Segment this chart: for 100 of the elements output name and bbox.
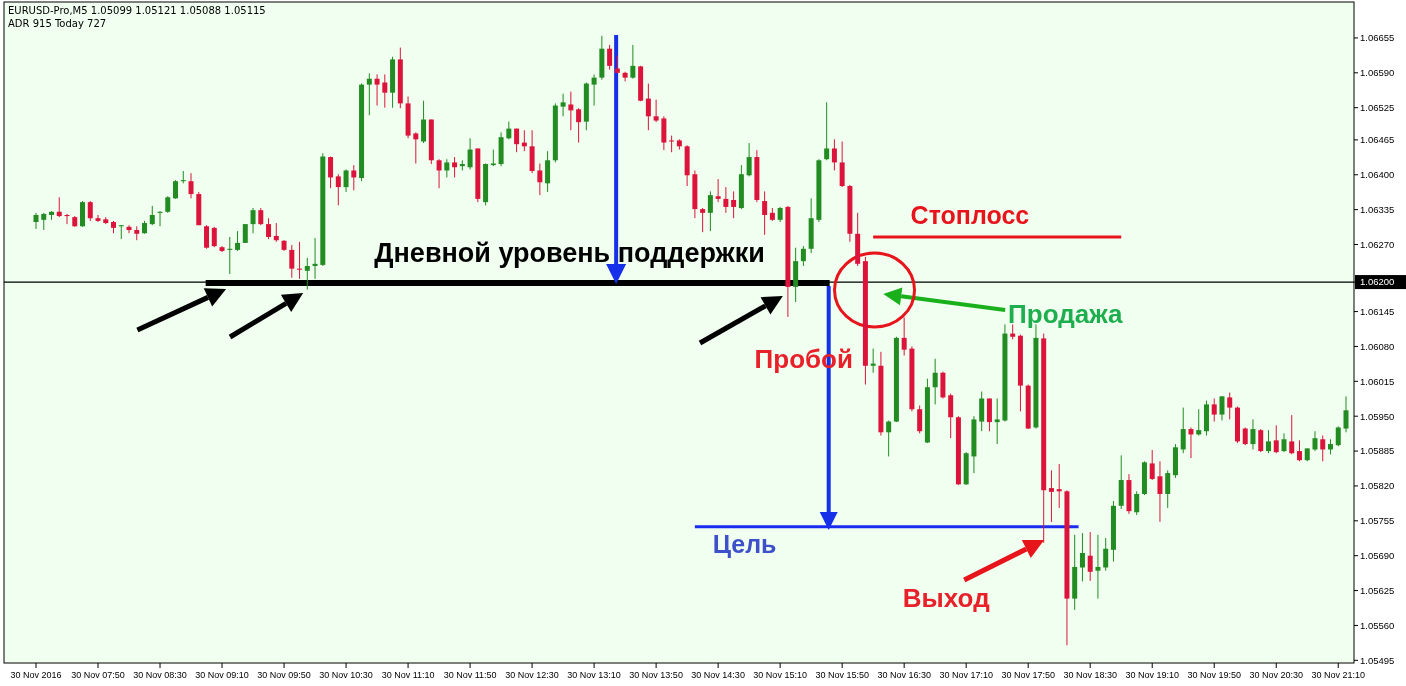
candlestick (917, 404, 923, 434)
candlestick (33, 212, 39, 230)
candlestick (1343, 395, 1349, 433)
candlestick (266, 217, 272, 240)
candlestick (335, 173, 341, 206)
y-tick-label: 1.06465 (1360, 134, 1395, 146)
x-tick-label: 30 Nov 08:30 (133, 670, 187, 680)
candlestick (731, 190, 737, 219)
annotation: Продажа (1008, 299, 1123, 329)
candlestick (824, 101, 830, 161)
candlestick (645, 83, 651, 131)
candlestick (986, 397, 992, 432)
candlestick (1265, 429, 1271, 454)
candlestick (1056, 463, 1062, 509)
x-tick-label: 30 Nov 15:10 (753, 670, 807, 680)
candlestick (901, 316, 907, 357)
candlestick (444, 158, 450, 178)
x-tick-label: 30 Nov 10:30 (319, 670, 373, 680)
candlestick (762, 190, 768, 236)
candlestick (1079, 532, 1085, 582)
y-tick-label: 1.05950 (1360, 410, 1395, 422)
candlestick (1296, 439, 1302, 462)
candlestick (1048, 469, 1054, 523)
candlestick (723, 186, 729, 214)
y-tick-label: 1.05755 (1360, 515, 1395, 527)
candlestick (64, 213, 70, 225)
x-tick-label: 30 Nov 15:50 (815, 670, 869, 680)
y-tick-label: 1.06400 (1360, 169, 1395, 181)
candlestick (1258, 428, 1264, 453)
candlestick (297, 241, 303, 280)
candlestick (607, 44, 613, 71)
candlestick (653, 99, 659, 123)
candlestick (382, 73, 388, 109)
x-tick-label: 30 Nov 19:50 (1187, 670, 1241, 680)
candlestick (1211, 397, 1217, 423)
candlestick (932, 358, 938, 405)
candlestick (1219, 395, 1225, 421)
candlestick (1095, 534, 1101, 600)
y-tick-label: 1.05820 (1360, 480, 1395, 492)
x-tick-label: 30 Nov 16:30 (877, 670, 931, 680)
candlestick (979, 391, 985, 432)
candlestick (1227, 392, 1233, 420)
ref-line-label: Стоплосс (910, 201, 1030, 229)
text: ADR 915 Today 727 (8, 18, 107, 29)
candlestick (870, 348, 876, 374)
candlestick (289, 244, 295, 279)
candlestick (886, 419, 892, 457)
candlestick (312, 237, 318, 280)
candlestick (1134, 490, 1140, 516)
y-tick-label: 1.05625 (1360, 584, 1395, 596)
y-tick-label: 1.06200 (1360, 276, 1395, 288)
candlestick (95, 214, 101, 223)
candlestick (452, 156, 458, 178)
candlestick (188, 172, 194, 199)
candlestick (343, 168, 349, 193)
y-tick-label: 1.06080 (1360, 340, 1395, 352)
candlestick (126, 224, 132, 234)
x-tick-label: 30 Nov 11:50 (443, 670, 497, 680)
y-tick-label: 1.06145 (1360, 305, 1395, 317)
candlestick (1281, 432, 1287, 453)
candlestick (1312, 430, 1318, 452)
candlestick (700, 207, 706, 233)
ref-line-label: Дневной уровень поддержки (374, 238, 765, 268)
x-tick-label: 30 Nov 20:30 (1249, 670, 1304, 680)
y-tick-label: 1.06590 (1360, 67, 1395, 79)
candlestick (839, 141, 845, 188)
candlestick (707, 190, 713, 232)
candlestick (1165, 469, 1171, 509)
y-tick-label: 1.06655 (1360, 32, 1395, 44)
candlestick (630, 44, 636, 80)
x-tick-label: 30 Nov 13:50 (629, 670, 683, 680)
candlestick (1196, 408, 1202, 437)
candlestick (560, 93, 566, 117)
candlestick (1320, 435, 1326, 462)
candlestick (374, 73, 380, 107)
candlestick (1250, 418, 1256, 450)
candlestick (304, 257, 310, 291)
y-tick-label: 1.06015 (1360, 375, 1395, 387)
candlestick (1273, 424, 1279, 454)
candlestick (1289, 414, 1295, 455)
y-tick-label: 1.05495 (1360, 654, 1395, 666)
candlestick (87, 200, 93, 222)
candlestick (204, 224, 210, 250)
x-tick-label: 30 Nov 13:10 (567, 670, 621, 680)
x-tick-label: 30 Nov 07:50 (71, 670, 125, 680)
y-tick-label: 1.06525 (1360, 102, 1395, 114)
x-tick-label: 30 Nov 11:10 (381, 670, 435, 680)
candlestick (351, 164, 357, 191)
candlestick (831, 138, 837, 171)
candlestick (568, 91, 574, 131)
candlestick (1188, 426, 1194, 459)
candlestick (227, 236, 233, 275)
y-tick-label: 1.05690 (1360, 550, 1395, 562)
candlestick (467, 137, 473, 170)
y-tick-label: 1.06270 (1360, 238, 1395, 250)
candlestick (948, 393, 954, 439)
candlestick (157, 210, 163, 227)
y-tick-label: 1.06335 (1360, 203, 1395, 215)
annotation: Выход (902, 583, 991, 613)
x-tick-label: 30 Nov 09:10 (195, 670, 249, 680)
